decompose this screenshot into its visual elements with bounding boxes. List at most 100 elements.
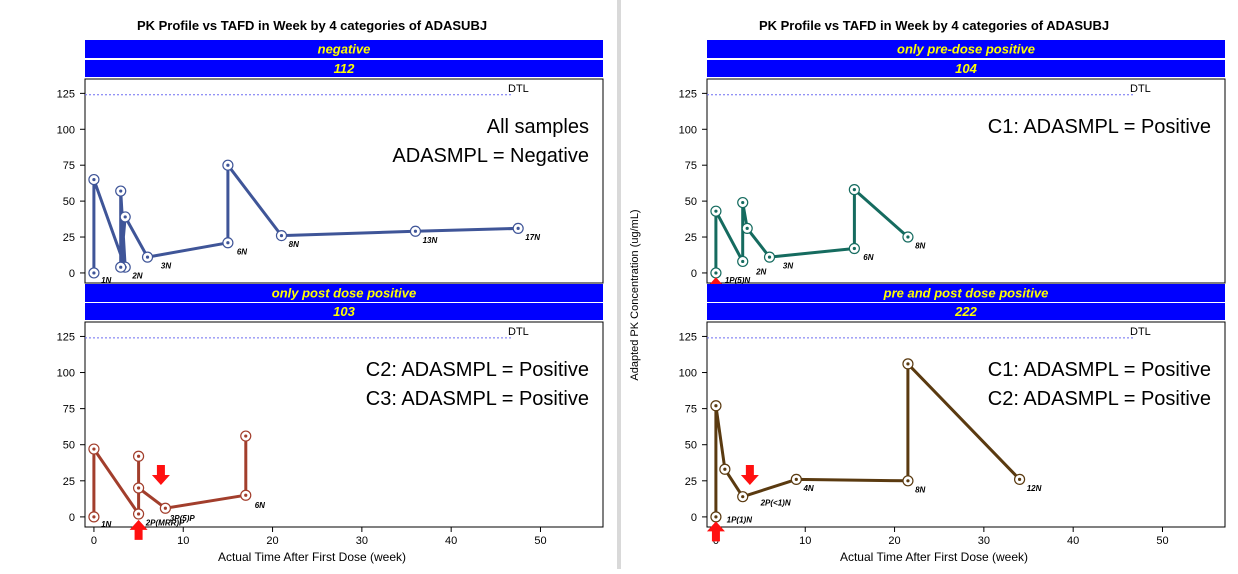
point-label: 6N bbox=[863, 253, 873, 262]
category-header-label: negative bbox=[318, 42, 371, 57]
data-point-dot bbox=[714, 209, 718, 213]
point-label: 3N bbox=[161, 262, 171, 271]
point-label: 8N bbox=[289, 240, 299, 249]
data-point-dot bbox=[906, 479, 910, 483]
x-tick-label: 0 bbox=[91, 535, 97, 547]
point-label: 2P(MRR)P bbox=[145, 519, 185, 528]
data-point-dot bbox=[226, 163, 230, 167]
arrow-down-icon bbox=[740, 465, 759, 486]
data-point bbox=[512, 222, 524, 235]
x-tick-label: 20 bbox=[888, 535, 900, 547]
x-axis-label: Actual Time After First Dose (week) bbox=[840, 550, 1028, 564]
point-label: 2P(<1)N bbox=[760, 498, 791, 507]
x-tick-label: 20 bbox=[266, 535, 278, 547]
data-point-dot bbox=[1017, 477, 1022, 481]
point-label: 8N bbox=[915, 485, 925, 494]
category-header-label: only pre-dose positive bbox=[897, 42, 1035, 57]
data-point-dot bbox=[767, 255, 772, 259]
annotation-text: C1: ADASMPL = Positive bbox=[988, 359, 1211, 381]
data-point-dot bbox=[136, 512, 141, 516]
data-point bbox=[902, 475, 914, 487]
y-tick-label: 25 bbox=[685, 476, 697, 488]
y-tick-label: 0 bbox=[69, 268, 75, 280]
dtl-label: DTL bbox=[1130, 83, 1151, 95]
data-point-dot bbox=[741, 200, 745, 205]
data-point-dot bbox=[136, 454, 141, 458]
data-point bbox=[790, 473, 802, 485]
point-label: 13N bbox=[423, 236, 438, 245]
point-label: 1N bbox=[101, 276, 111, 285]
data-point bbox=[763, 251, 776, 263]
data-point bbox=[240, 489, 252, 501]
data-point-dot bbox=[714, 515, 718, 519]
data-point bbox=[902, 358, 914, 370]
data-point-dot bbox=[136, 486, 141, 490]
panel-divider bbox=[617, 0, 621, 569]
figure-right-svg: PK Profile vs TAFD in Week by 4 categori… bbox=[629, 18, 1226, 564]
annotation-text: All samples bbox=[487, 116, 589, 138]
subject-header-label: 112 bbox=[334, 61, 355, 76]
x-tick-label: 30 bbox=[978, 535, 990, 547]
point-label: 1P(1)N bbox=[727, 516, 753, 525]
arrow-up-icon bbox=[129, 519, 148, 540]
data-point-dot bbox=[413, 229, 418, 233]
x-tick-label: 10 bbox=[177, 535, 189, 547]
y-tick-label: 125 bbox=[679, 331, 697, 343]
data-point-dot bbox=[279, 233, 284, 238]
y-tick-label: 100 bbox=[679, 368, 697, 380]
point-label: 3P(5)P bbox=[170, 514, 196, 523]
point-label: 3N bbox=[783, 262, 793, 271]
x-axis-label: Actual Time After First Dose (week) bbox=[218, 550, 406, 564]
y-tick-label: 50 bbox=[685, 196, 697, 208]
subject-header-label: 222 bbox=[954, 304, 977, 319]
data-point bbox=[737, 491, 749, 503]
annotation-text: ADASMPL = Negative bbox=[392, 145, 589, 167]
data-point bbox=[132, 508, 145, 520]
y-tick-label: 100 bbox=[679, 124, 697, 136]
data-point bbox=[1013, 473, 1026, 485]
data-point bbox=[141, 251, 154, 263]
data-point-dot bbox=[119, 189, 123, 193]
data-point bbox=[88, 173, 100, 186]
series-line bbox=[92, 163, 520, 275]
plot-frame bbox=[706, 78, 1226, 284]
data-point-dot bbox=[119, 265, 123, 269]
figure-title: PK Profile vs TAFD in Week by 4 categori… bbox=[759, 18, 1109, 33]
data-point-dot bbox=[714, 404, 718, 408]
x-tick-label: 50 bbox=[1156, 535, 1168, 547]
plot-frame bbox=[706, 321, 1226, 528]
x-tick-label: 50 bbox=[534, 535, 546, 547]
y-tick-label: 50 bbox=[685, 440, 697, 452]
x-tick-label: 10 bbox=[799, 535, 811, 547]
data-point bbox=[222, 159, 234, 171]
y-tick-label: 0 bbox=[691, 512, 697, 524]
data-point bbox=[115, 185, 127, 197]
data-point-dot bbox=[906, 362, 910, 366]
data-point-dot bbox=[226, 241, 230, 245]
y-tick-label: 75 bbox=[685, 404, 697, 416]
figure-right: PK Profile vs TAFD in Week by 4 categori… bbox=[622, 0, 1238, 569]
data-point bbox=[159, 502, 171, 514]
subject-header-bar bbox=[707, 303, 1225, 320]
data-point-dot bbox=[741, 259, 745, 264]
chart-panel-103: only post dose positive10302550751001250… bbox=[57, 284, 604, 547]
y-tick-label: 100 bbox=[57, 368, 75, 380]
arrow-down-icon bbox=[151, 465, 170, 486]
data-point bbox=[88, 267, 100, 279]
data-point bbox=[710, 205, 722, 217]
dtl-label: DTL bbox=[1130, 326, 1151, 338]
category-header-bar bbox=[85, 284, 603, 302]
point-label: 2N bbox=[131, 272, 142, 281]
y-tick-label: 100 bbox=[57, 124, 75, 136]
series-line bbox=[92, 434, 248, 519]
data-point bbox=[132, 482, 145, 494]
y-tick-label: 125 bbox=[679, 88, 697, 100]
data-point-dot bbox=[123, 215, 127, 219]
data-point-dot bbox=[516, 226, 520, 231]
y-tick-label: 0 bbox=[691, 268, 697, 280]
y-tick-label: 50 bbox=[63, 196, 75, 208]
data-point-dot bbox=[794, 477, 798, 481]
data-point-dot bbox=[244, 434, 248, 438]
point-label: 6N bbox=[237, 247, 247, 256]
annotation-text: C2: ADASMPL = Positive bbox=[988, 388, 1211, 410]
